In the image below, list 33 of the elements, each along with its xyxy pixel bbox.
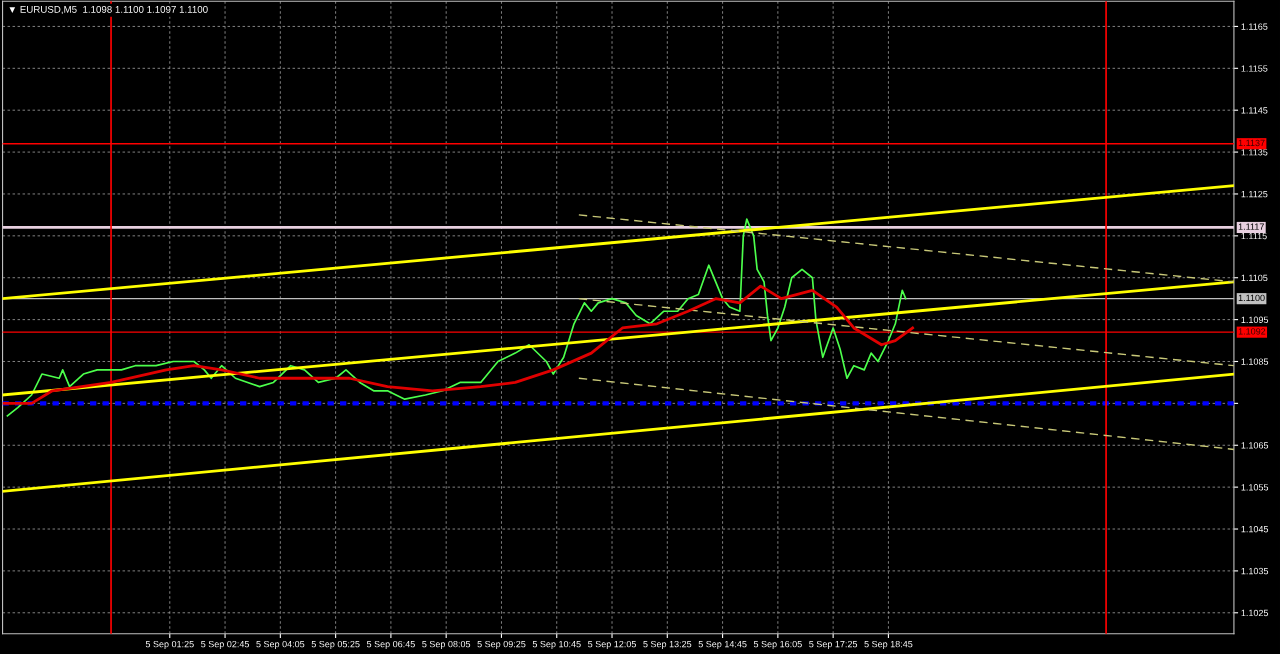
y-tick-label: 1.1105: [1241, 274, 1268, 282]
x-tick-label: 5 Sep 18:45: [864, 640, 913, 650]
x-tick-label: 5 Sep 12:05: [588, 640, 636, 650]
ref-line-label: 1.1137: [1238, 139, 1265, 147]
x-tick-label: 5 Sep 02:45: [201, 640, 250, 650]
y-tick-label: 1.1125: [1241, 190, 1268, 198]
x-tick-label: 5 Sep 04:05: [256, 640, 305, 650]
ref-line-label: 1.1117: [1238, 223, 1264, 230]
ref-line-label: 1.1100: [1238, 294, 1265, 302]
y-tick-label: 1.1045: [1241, 525, 1269, 533]
x-tick-label: 5 Sep 06:45: [366, 640, 415, 650]
x-tick-label: 5 Sep 01:25: [145, 640, 194, 650]
y-tick-label: 1.1115: [1241, 232, 1267, 240]
y-tick-label: 1.1155: [1241, 65, 1268, 72]
y-tick-label: 1.1095: [1241, 316, 1269, 323]
y-tick-label: 1.1085: [1241, 358, 1269, 365]
x-tick-label: 5 Sep 08:05: [422, 640, 471, 650]
y-tick-label: 1.1025: [1241, 609, 1269, 617]
x-tick-label: 5 Sep 17:25: [809, 640, 858, 650]
x-tick-label: 5 Sep 09:25: [477, 640, 526, 650]
y-tick-label: 1.1055: [1241, 484, 1269, 491]
chart-title: ▼ EURUSD,M5 1.1098 1.1100 1.1097 1.1100: [9, 5, 208, 15]
x-tick-label: 5 Sep 13:25: [643, 640, 692, 650]
x-tick-label: 5 Sep 14:45: [698, 640, 747, 650]
ref-line-label: 1.1092: [1238, 328, 1266, 335]
y-tick-label: 1.1165: [1241, 23, 1268, 30]
y-tick-label: 1.1065: [1241, 442, 1269, 449]
x-tick-label: 5 Sep 10:45: [532, 640, 581, 650]
y-tick-label: 1.1135: [1241, 149, 1268, 156]
x-tick-label: 5 Sep 05:25: [311, 640, 360, 650]
x-tick-label: 5 Sep 16:05: [753, 640, 802, 650]
y-tick-label: 1.1145: [1241, 107, 1268, 114]
y-tick-label: 1.1035: [1241, 567, 1269, 575]
